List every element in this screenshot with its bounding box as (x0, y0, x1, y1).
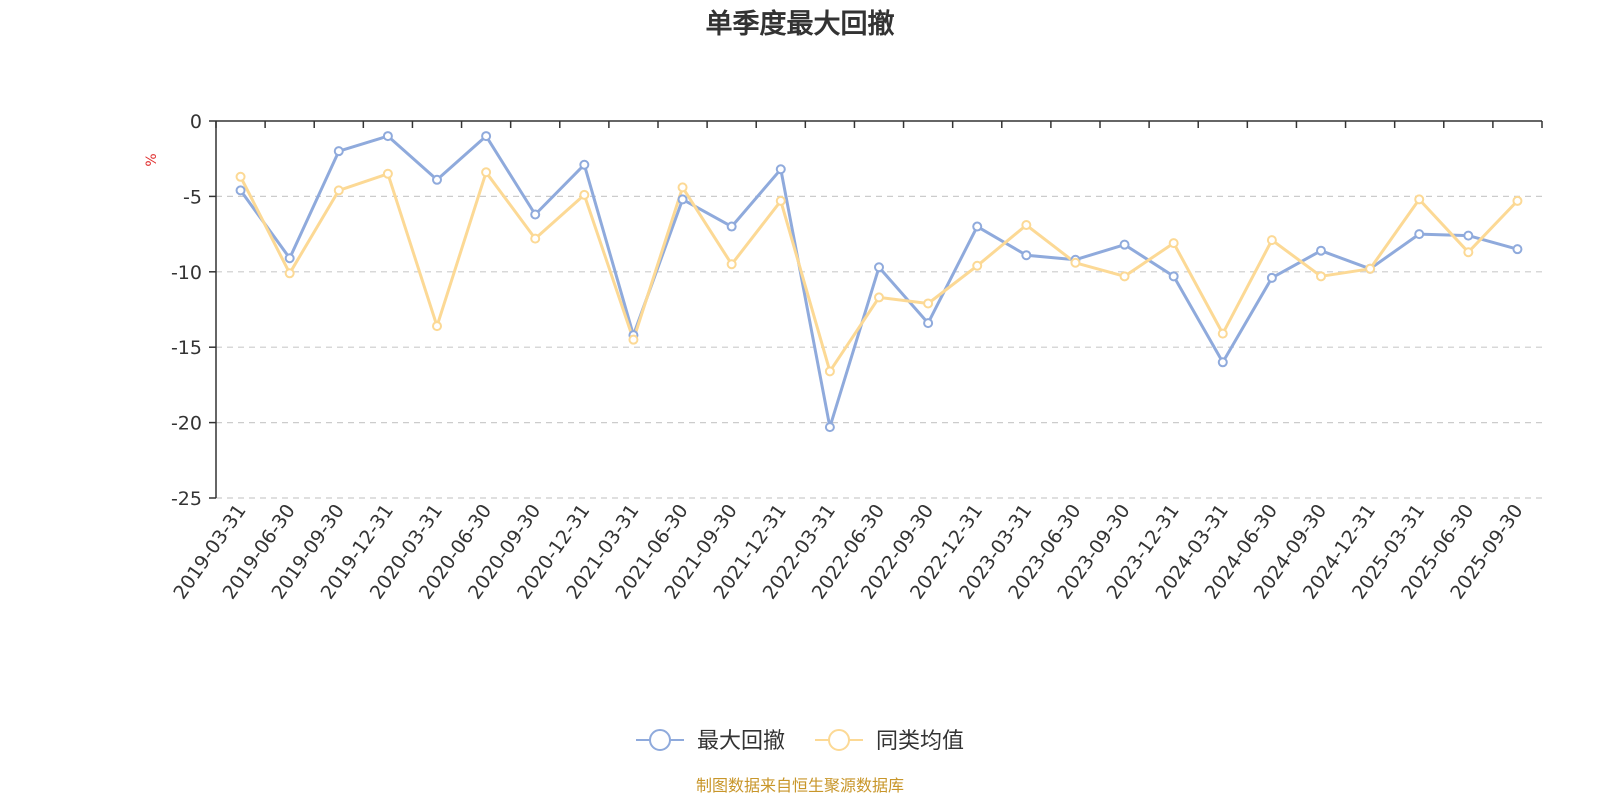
y-tick-label: 0 (190, 111, 202, 133)
data-point[interactable] (628, 334, 639, 345)
series-group (235, 131, 1523, 433)
data-point[interactable] (1316, 271, 1326, 282)
legend-marker (828, 729, 850, 751)
data-point[interactable] (382, 131, 393, 142)
data-point[interactable] (1070, 257, 1081, 268)
legend-label: 最大回撤 (697, 729, 785, 754)
source-note: 制图数据来自恒生聚源数据库 (696, 776, 904, 795)
data-point[interactable] (333, 146, 344, 157)
y-tick-label: -25 (171, 488, 202, 510)
data-point[interactable] (1266, 235, 1277, 246)
data-point[interactable] (874, 292, 884, 303)
data-point[interactable] (333, 185, 344, 196)
data-point[interactable] (1021, 250, 1032, 261)
data-point[interactable] (1365, 263, 1376, 274)
y-axis-unit: % (144, 153, 160, 166)
data-point[interactable] (382, 168, 393, 179)
y-tick-label: -10 (171, 262, 202, 284)
data-point[interactable] (235, 171, 246, 182)
y-tick-labels: 0 -5 -10 -15 -20 -25 (171, 111, 202, 510)
data-point[interactable] (923, 318, 934, 329)
data-point[interactable] (824, 366, 835, 377)
data-point[interactable] (579, 189, 590, 200)
data-point[interactable] (1168, 271, 1179, 282)
y-tick-label: -15 (171, 337, 202, 359)
data-point[interactable] (481, 131, 492, 142)
axes (209, 120, 1543, 499)
data-point[interactable] (677, 194, 688, 205)
data-point[interactable] (1168, 238, 1179, 249)
data-point[interactable] (874, 262, 884, 273)
data-point[interactable] (972, 260, 983, 271)
x-tick-labels: 2019-03-312019-06-302019-09-302019-12-31… (169, 500, 1527, 603)
legend-label: 同类均值 (876, 729, 964, 754)
data-point[interactable] (1119, 271, 1130, 282)
data-point[interactable] (677, 182, 688, 193)
data-point[interactable] (726, 221, 737, 232)
data-point[interactable] (530, 209, 541, 220)
data-point[interactable] (1512, 244, 1523, 255)
grid-lines (216, 195, 1542, 499)
data-point[interactable] (1463, 230, 1474, 241)
data-point[interactable] (235, 185, 246, 196)
data-point[interactable] (1316, 245, 1326, 256)
data-point[interactable] (1217, 357, 1228, 368)
data-point[interactable] (726, 259, 737, 270)
chart-title: 单季度最大回撤 (706, 8, 895, 40)
legend-marker (649, 729, 671, 751)
legend[interactable]: 最大回撤 同类均值 (636, 729, 964, 754)
data-point[interactable] (1119, 239, 1130, 250)
data-point[interactable] (530, 233, 541, 244)
data-point[interactable] (1021, 220, 1032, 231)
data-point[interactable] (481, 167, 492, 178)
data-point[interactable] (1414, 194, 1425, 205)
data-point[interactable] (775, 164, 786, 175)
legend-item[interactable]: 同类均值 (815, 729, 964, 754)
data-point[interactable] (432, 321, 442, 332)
data-point[interactable] (284, 253, 295, 264)
data-point[interactable] (432, 174, 442, 185)
data-point[interactable] (1512, 195, 1523, 206)
data-point[interactable] (1217, 328, 1228, 339)
y-tick-label: -5 (183, 186, 202, 208)
data-point[interactable] (775, 195, 786, 206)
data-point[interactable] (284, 268, 295, 279)
y-tick-label: -20 (171, 413, 202, 435)
data-point[interactable] (579, 159, 590, 170)
legend-item[interactable]: 最大回撤 (636, 729, 785, 754)
data-point[interactable] (1266, 272, 1277, 283)
data-point[interactable] (972, 221, 983, 232)
data-point[interactable] (824, 422, 835, 433)
data-point[interactable] (1414, 229, 1425, 240)
data-point[interactable] (923, 298, 934, 309)
data-point[interactable] (1463, 247, 1474, 258)
